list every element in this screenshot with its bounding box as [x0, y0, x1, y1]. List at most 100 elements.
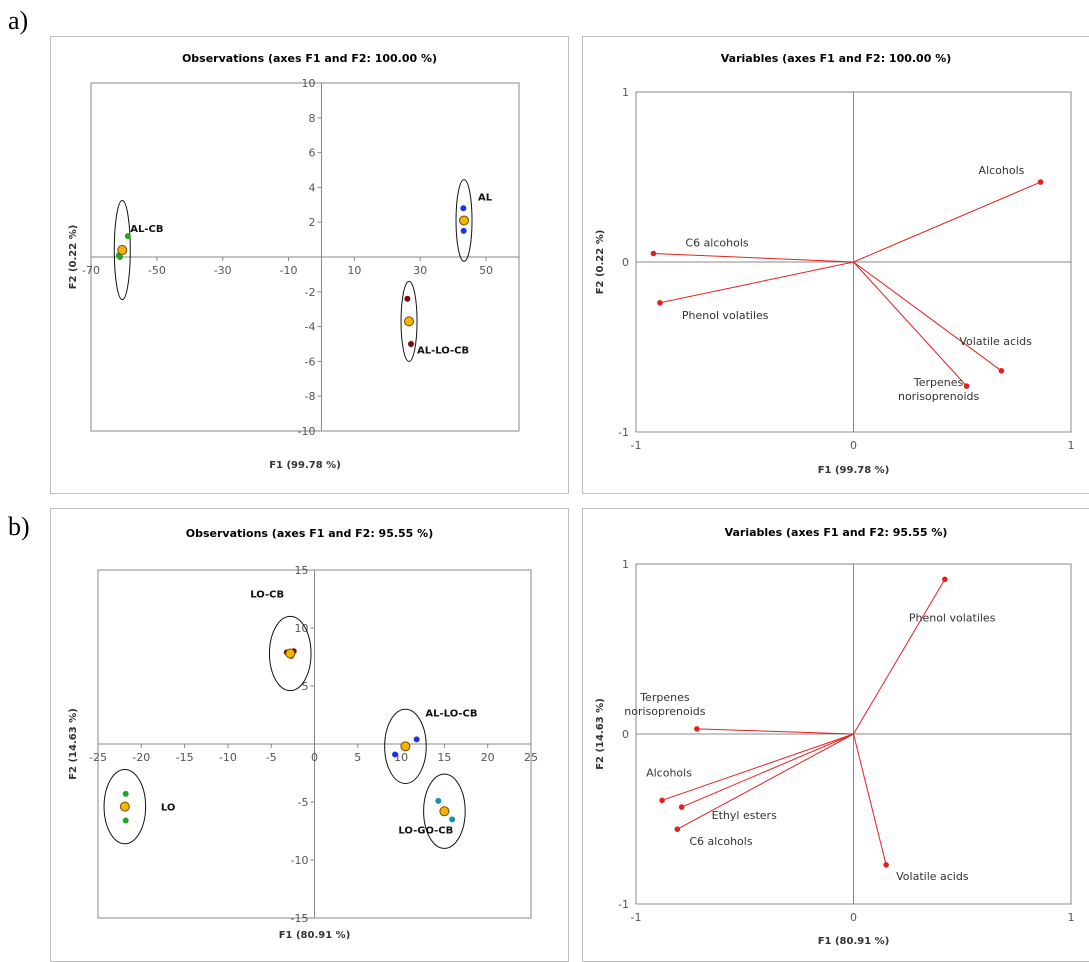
x-tick-label: 20	[481, 751, 495, 764]
variable-label-terpenes-norisoprenoids: Terpenes	[639, 691, 690, 704]
loading-vector-terpenes-norisoprenoids	[853, 261, 967, 387]
x-tick-label: -15	[176, 751, 194, 764]
observation-point-al-cb	[124, 233, 131, 240]
chart-title-0: Observations (axes F1 and F2: 100.00 %)	[182, 52, 437, 65]
loading-point-ethyl-esters	[678, 804, 685, 810]
loading-point-phenol-volatiles	[657, 300, 663, 306]
loading-vector-c6-alcohols	[653, 253, 854, 263]
x-tick-label: 30	[413, 264, 427, 277]
x-tick-label: 5	[354, 751, 361, 764]
x-tick-label: 1	[1068, 911, 1075, 924]
y-tick-label: -4	[304, 321, 315, 334]
variable-label-alcohols: Alcohols	[646, 766, 692, 779]
loading-vector-alcohols	[853, 181, 1041, 263]
y-tick-label: 6	[308, 147, 315, 160]
y-tick-label: 1	[622, 86, 629, 99]
confidence-ellipse-al-lo-cb	[400, 280, 418, 362]
x-axis-title-1: F1 (99.78 %)	[818, 465, 890, 476]
y-tick-label: 10	[301, 77, 315, 90]
observation-point-lo-go-cb	[449, 816, 456, 823]
loading-point-c6-alcohols	[674, 826, 681, 832]
loading-vector-c6-alcohols	[677, 733, 854, 830]
variable-label-phenol-volatiles: Phenol volatiles	[682, 309, 769, 322]
x-tick-label: 1	[1068, 439, 1075, 452]
centroid-point-lo-go-cb	[439, 806, 450, 817]
x-tick-label: 25	[524, 751, 538, 764]
y-tick-label: 1	[622, 558, 629, 571]
y-tick-label: 15	[295, 564, 309, 577]
observation-point-al-lo-cb	[392, 751, 399, 758]
centroid-point-al-cb	[117, 245, 128, 256]
group-label-lo-cb: LO-CB	[250, 590, 284, 601]
group-label-al: AL	[478, 192, 493, 203]
x-tick-label: -25	[89, 751, 107, 764]
loading-vector-phenol-volatiles	[853, 579, 946, 735]
panel-label-b: b)	[8, 512, 30, 541]
x-tick-label: 0	[311, 751, 318, 764]
loading-vector-alcohols	[661, 733, 854, 801]
x-axis-title-2: F1 (80.91 %)	[279, 930, 351, 941]
observation-point-al-lo-cb	[408, 341, 415, 347]
chart-frame-variables-b	[582, 508, 1089, 962]
y-tick-label: -6	[304, 355, 315, 368]
group-label-al-lo-cb: AL-LO-CB	[417, 345, 469, 356]
loading-vector-volatile-acids	[853, 733, 887, 866]
centroid-point-al	[459, 215, 470, 226]
y-tick-label: 0	[622, 728, 629, 741]
group-label-al-cb: AL-CB	[130, 224, 163, 235]
y-tick-label: -10	[291, 854, 309, 867]
x-tick-label: -20	[132, 751, 150, 764]
y-axis-title-0: F2 (0.22 %)	[68, 225, 79, 290]
group-label-al-lo-cb: AL-LO-CB	[425, 708, 477, 719]
y-tick-label: -15	[291, 912, 309, 925]
x-axis-title-3: F1 (80.91 %)	[818, 936, 890, 947]
loading-vector-phenol-volatiles	[659, 261, 854, 304]
loading-point-volatile-acids	[998, 368, 1005, 374]
variable-label-terpenes-norisoprenoids: Terpenes	[913, 376, 964, 389]
group-label-lo: LO	[161, 803, 176, 814]
loading-point-phenol-volatiles	[942, 576, 948, 583]
loading-vector-volatile-acids	[853, 261, 1002, 372]
chart-frame-observations-a	[50, 36, 569, 494]
variable-label-c6-alcohols: C6 alcohols	[689, 835, 753, 848]
variable-label-c6-alcohols: C6 alcohols	[685, 237, 749, 250]
confidence-ellipse-al-cb	[113, 199, 131, 301]
chart-frame-variables-a	[582, 36, 1089, 494]
loading-vector-terpenes-norisoprenoids	[696, 728, 854, 735]
loading-point-terpenes-norisoprenoids	[963, 383, 970, 389]
chart-title-2: Observations (axes F1 and F2: 95.55 %)	[186, 527, 433, 540]
loading-point-alcohols	[1037, 179, 1044, 185]
x-tick-label: -10	[219, 751, 237, 764]
x-tick-label: 0	[850, 439, 857, 452]
x-axis-title-0: F1 (99.78 %)	[269, 460, 341, 471]
observation-point-lo	[122, 790, 129, 797]
x-tick-label: -30	[214, 264, 232, 277]
group-label-lo-go-cb: LO-GO-CB	[398, 825, 453, 836]
y-tick-label: 2	[308, 216, 315, 229]
centroid-point-lo-cb	[285, 648, 296, 659]
confidence-ellipse-lo	[103, 769, 147, 845]
y-tick-label: -8	[304, 390, 315, 403]
chart-frame-observations-b	[50, 508, 569, 962]
y-tick-label: 10	[295, 622, 309, 635]
x-tick-label: -10	[280, 264, 298, 277]
y-axis-title-2: F2 (14.63 %)	[68, 708, 79, 780]
y-tick-label: -1	[618, 898, 629, 911]
centroid-point-lo	[119, 801, 130, 812]
loading-point-volatile-acids	[883, 862, 889, 868]
x-tick-label: -50	[148, 264, 166, 277]
chart-title-3: Variables (axes F1 and F2: 95.55 %)	[725, 526, 948, 539]
observation-point-al-lo-cb	[404, 295, 411, 302]
panel-label-a: a)	[8, 6, 29, 35]
x-tick-label: 10	[347, 264, 361, 277]
observation-point-al	[460, 205, 467, 212]
centroid-point-al-lo-cb	[400, 741, 411, 752]
variable-label-ethyl-esters: Ethyl esters	[712, 809, 777, 822]
confidence-ellipse-lo-cb	[268, 615, 312, 692]
x-tick-label: 0	[850, 911, 857, 924]
y-tick-label: -10	[297, 425, 315, 438]
x-tick-label: -5	[266, 751, 277, 764]
observation-point-al-lo-cb	[413, 736, 420, 743]
variable-label-terpenes-norisoprenoids: norisoprenoids	[898, 390, 980, 403]
